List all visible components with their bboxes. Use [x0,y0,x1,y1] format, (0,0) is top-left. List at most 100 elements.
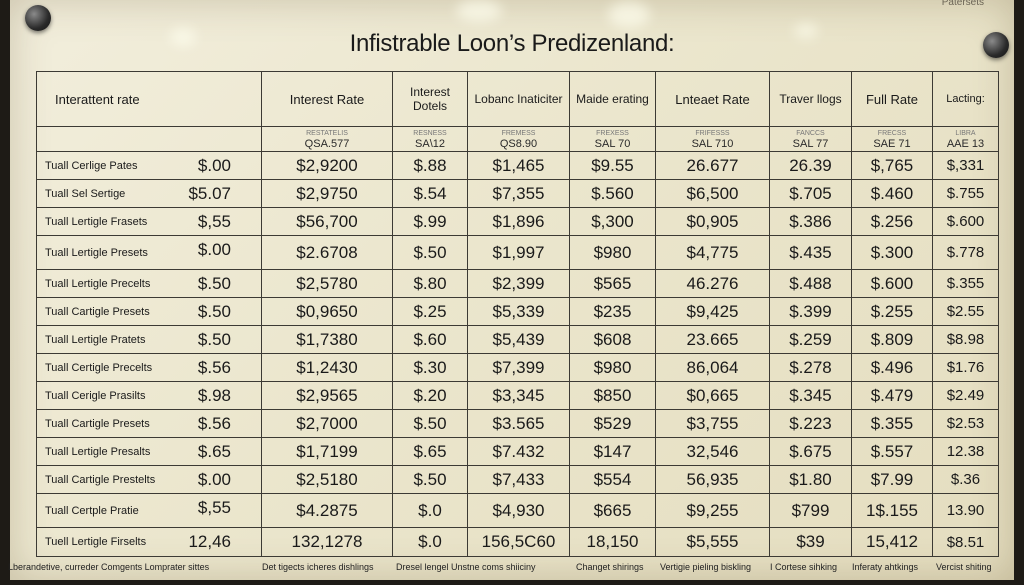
interest-rate-value: $.56 [197,358,231,377]
table-cell: $.259 [769,325,852,354]
table-cell: $,331 [932,151,999,180]
column-header: Lacting: [932,71,999,127]
table-cell: $39 [769,527,852,557]
row-label-cell: Tuall Certigle Precelts $.56 [36,353,262,382]
table-cell: $.345 [769,381,852,410]
table-cell: $,300 [569,207,656,236]
table-cell: $.223 [769,409,852,438]
row-label: Tuall Lertigle Pratets [45,333,146,346]
row-label: Tuall Cartigle Presets [45,305,150,318]
interest-rate-value: $.00 [197,240,231,259]
row-label: Tuall Certple Pratie [45,504,139,517]
table-cell: $5,439 [467,325,570,354]
table-row: Tuall Certigle Precelts $.56 $1,2430 $.30 $7… [36,353,999,382]
subheader-cell [36,126,262,152]
table-cell: $7,433 [467,465,570,494]
table-cell: $2.6708 [261,235,393,270]
pin-icon [983,32,1009,58]
table-row: Tuall Cerlige Pates $.00 $2,9200 $.88 $1,465… [36,151,999,180]
table-row: Tuell Lertigle Firselts 12,46 132,1278 $.0 1… [36,527,999,557]
rates-table: Interattent rate Interest Rate Interest … [36,71,999,557]
interest-rate-value: $5.07 [188,184,231,203]
row-label-cell: Tuell Lertigle Firselts 12,46 [36,527,262,557]
interest-rate-value: $.98 [197,386,231,405]
table-cell: $.80 [392,269,468,298]
table-cell: $9,255 [655,493,770,528]
table-cell: $2.49 [932,381,999,410]
table-row: Tuall Certple Pratie $,55 $4.2875 $.0 $4,930… [36,493,999,528]
header-row: Interattent rate Interest Rate Interest … [36,71,999,127]
table-cell: $2.53 [932,409,999,438]
table-cell: $2,5780 [261,269,393,298]
table-cell: $.99 [392,207,468,236]
table-cell: $529 [569,409,656,438]
table-cell: 156,5C60 [467,527,570,557]
table-cell: 12.38 [932,437,999,466]
table-cell: $.355 [932,269,999,298]
column-header: Traver llogs [769,71,852,127]
table-cell: 132,1278 [261,527,393,557]
table-cell: $665 [569,493,656,528]
row-label: Tuall Cerlige Pates [45,159,138,172]
table-cell: $.50 [392,409,468,438]
column-header: Interest Rate [261,71,393,127]
table-cell: $9.55 [569,151,656,180]
table-cell: 86,064 [655,353,770,382]
table-cell: $565 [569,269,656,298]
interest-rate-value: 12,46 [188,532,231,551]
column-header: Maide erating [569,71,656,127]
pin-icon [25,5,51,31]
table-cell: $.560 [569,179,656,208]
table-cell: $980 [569,353,656,382]
table-cell: $.778 [932,235,999,270]
table-row: Tuall Cartigle Presets $.50 $0,9650 $.25 $5,… [36,297,999,326]
footer-caption: I Cortese sihking [770,562,838,572]
table-cell: $2,9565 [261,381,393,410]
table-cell: $4,775 [655,235,770,270]
table-cell: $235 [569,297,656,326]
corner-label: Patersets [941,0,984,8]
interest-rate-value: $,55 [197,212,231,231]
table-cell: 23.665 [655,325,770,354]
table-cell: $7.432 [467,437,570,466]
table-cell: 56,935 [655,465,770,494]
table-cell: $.705 [769,179,852,208]
table-cell: $4,930 [467,493,570,528]
table-cell: $.675 [769,437,852,466]
row-label-cell: Tuall Certple Pratie $,55 [36,493,262,528]
table-row: Tuall Cerigle Prasilts $.98 $2,9565 $.20 $3,… [36,381,999,410]
table-cell: $.496 [851,353,933,382]
table-cell: 32,546 [655,437,770,466]
light-glare [170,28,196,46]
interest-rate-value: $,55 [197,498,231,517]
interest-rate-value: $.50 [197,274,231,293]
table-cell: $2,9200 [261,151,393,180]
row-label-cell: Tuall Sel Sertige $5.07 [36,179,262,208]
subheader-cell: FRECSS SAE 71 [851,126,933,152]
subheader-cell: FANCCS SAL 77 [769,126,852,152]
table-cell: 46.276 [655,269,770,298]
table-cell: $.256 [851,207,933,236]
table-cell: $.30 [392,353,468,382]
table-cell: $.460 [851,179,933,208]
table-cell: $8.51 [932,527,999,557]
table-cell: $56,700 [261,207,393,236]
table-cell: $850 [569,381,656,410]
row-label: Tuell Lertigle Firselts [45,536,147,548]
interest-rate-value: $.50 [197,302,231,321]
table-row: Tuall Lertigle Presalts $.65 $1,7199 $.65 $7… [36,437,999,466]
table-cell: $.557 [851,437,933,466]
table-cell: $8.98 [932,325,999,354]
table-cell: $3.565 [467,409,570,438]
table-cell: 18,150 [569,527,656,557]
table-cell: $5,555 [655,527,770,557]
table-cell: $3,345 [467,381,570,410]
row-label: Tuall Certigle Precelts [45,361,153,374]
table-cell: $.435 [769,235,852,270]
interest-rate-value: $.56 [197,414,231,433]
footer-caption: Vercist shiting [936,562,992,572]
table-cell: $1,997 [467,235,570,270]
table-row: Tuall Lertigle Frasets $,55 $56,700 $.99 $1,… [36,207,999,236]
column-header: Lnteaet Rate [655,71,770,127]
table-cell: $9,425 [655,297,770,326]
